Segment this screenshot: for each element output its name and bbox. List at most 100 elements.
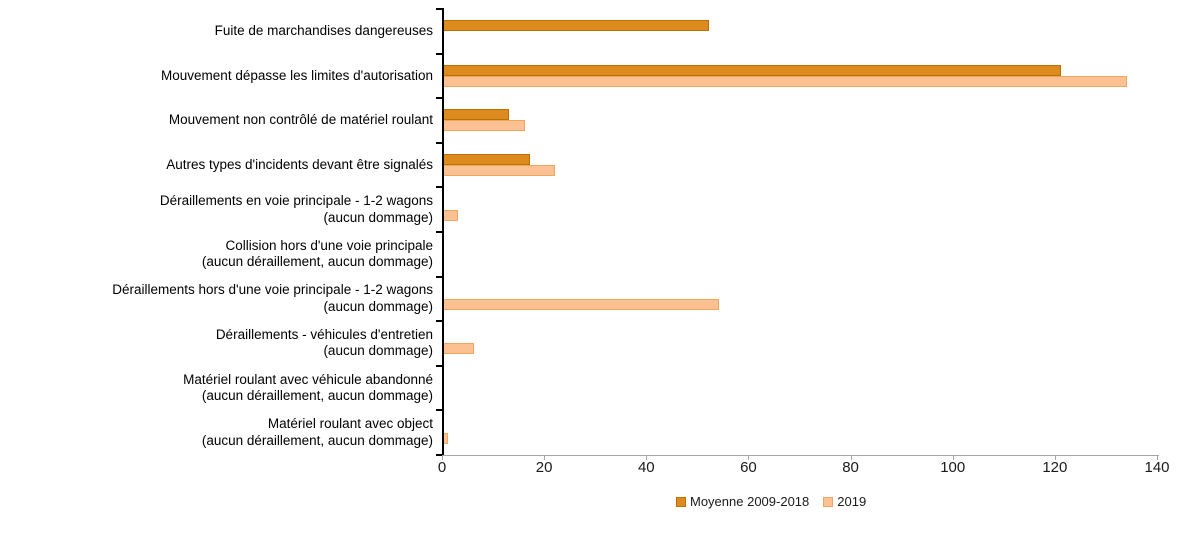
x-axis-tick-label: 60: [740, 459, 757, 476]
category-label: Matériel roulant avec object (aucun dérai…: [0, 410, 443, 455]
category-label: Autres types d'incidents devant être sig…: [0, 143, 443, 188]
x-axis-tick: [1157, 456, 1158, 460]
x-axis-tick-label: 100: [940, 459, 966, 476]
legend: Moyenne 2009-2018 2019: [676, 494, 866, 509]
category-label: Collision hors d'une voie principale (auc…: [0, 232, 443, 277]
x-axis-tick: [646, 456, 648, 460]
bar-slot: [443, 243, 1158, 254]
category-row: Déraillements hors d'une voie principale…: [0, 277, 1158, 322]
legend-label: 2019: [837, 494, 867, 509]
category-label-line: Matériel roulant avec object: [267, 416, 433, 432]
bar-2019: [443, 165, 556, 177]
bar-moyenne-2009-2018: [443, 64, 1061, 76]
bar-slot: [443, 154, 1158, 166]
y-axis-tick: [436, 97, 442, 100]
y-axis-tick: [436, 364, 442, 367]
y-axis-tick: [436, 141, 442, 144]
y-axis-tick: [436, 320, 442, 323]
category-row: Fuite de marchandises dangereuses: [0, 9, 1158, 54]
plot-rows: Fuite de marchandises dangereuses Mouveme…: [0, 9, 1158, 455]
legend-item-moyenne-2009-2018: Moyenne 2009-2018: [676, 494, 809, 509]
category-label-line: Matériel roulant avec véhicule abandonné: [183, 371, 433, 387]
legend-swatch-2019-icon: [823, 496, 834, 507]
y-axis-tick: [436, 409, 442, 412]
y-axis-tick: [436, 52, 442, 55]
bar-slot: [443, 377, 1158, 388]
bar-2019: [443, 120, 525, 132]
category-row: Matériel roulant avec object (aucun dérai…: [0, 410, 1158, 455]
x-axis-line: [442, 455, 1159, 456]
category-label: Déraillements - véhicules d'entretien (au…: [0, 321, 443, 366]
category-label: Matériel roulant avec véhicule abandonné…: [0, 366, 443, 411]
legend-item-2019: 2019: [823, 494, 866, 509]
category-label-line: (aucun dommage): [323, 343, 433, 359]
legend-label: Moyenne 2009-2018: [690, 494, 810, 509]
category-label: Mouvement dépasse les limites d'autorisa…: [0, 54, 443, 99]
x-axis-tick-label: 80: [842, 459, 859, 476]
x-axis-tick: [850, 456, 852, 460]
category-label-line: (aucun déraillement, aucun dommage): [201, 254, 433, 270]
category-label-line: (aucun déraillement, aucun dommage): [201, 388, 433, 404]
category-label-line: Collision hors d'une voie principale: [225, 237, 433, 253]
category-row: Matériel roulant avec véhicule abandonné…: [0, 366, 1158, 411]
x-axis-tick: [544, 456, 546, 460]
category-label-line: Déraillements hors d'une voie principale…: [112, 282, 433, 298]
y-axis-tick: [436, 8, 442, 10]
category-label-line: (aucun dommage): [323, 209, 433, 225]
bar-slot: [443, 165, 1158, 177]
category-bars: [443, 366, 1158, 411]
bar-slot: [443, 388, 1158, 399]
category-row: Mouvement dépasse les limites d'autorisa…: [0, 54, 1158, 99]
bar-slot: [443, 343, 1158, 355]
x-axis-tick-label: 40: [637, 459, 655, 476]
x-axis-tick: [1054, 456, 1056, 460]
bar-2019: [443, 343, 474, 355]
bar-slot: [443, 75, 1158, 87]
category-label: Fuite de marchandises dangereuses: [0, 9, 443, 54]
bar-slot: [443, 254, 1158, 265]
bar-slot: [443, 109, 1158, 121]
bar-slot: [443, 432, 1158, 444]
category-row: Déraillements en voie principale - 1-2 w…: [0, 187, 1158, 232]
category-label-line: (aucun déraillement, aucun dommage): [201, 432, 433, 448]
y-axis-line: [442, 8, 444, 456]
y-axis-tick: [436, 186, 442, 189]
category-row: Autres types d'incidents devant être sig…: [0, 143, 1158, 188]
category-label-line: Déraillements - véhicules d'entretien: [215, 326, 433, 342]
x-axis-tick: [952, 456, 954, 460]
category-label: Déraillements en voie principale - 1-2 w…: [0, 187, 443, 232]
bar-slot: [443, 20, 1158, 32]
bar-slot: [443, 31, 1158, 42]
bar-moyenne-2009-2018: [443, 154, 530, 166]
category-label-line: (aucun dommage): [323, 298, 433, 314]
category-bars: [443, 321, 1158, 366]
x-axis-tick-label: 20: [535, 459, 553, 476]
category-label-line: Fuite de marchandises dangereuses: [214, 23, 433, 39]
bar-slot: [443, 332, 1158, 343]
category-bars: [443, 232, 1158, 277]
bar-2019: [443, 209, 459, 221]
bar-slot: [443, 199, 1158, 210]
category-label-line: Mouvement dépasse les limites d'autorisa…: [161, 67, 433, 83]
bar-moyenne-2009-2018: [443, 20, 709, 32]
category-label-line: Mouvement non contrôlé de matériel roula…: [168, 112, 433, 128]
bar-slot: [443, 298, 1158, 310]
bar-2019: [443, 75, 1128, 87]
category-label: Déraillements hors d'une voie principale…: [0, 277, 443, 322]
legend-swatch-moyenne-icon: [676, 496, 686, 507]
bar-2019: [443, 298, 719, 310]
category-bars: [443, 98, 1158, 143]
bar-slot: [443, 64, 1158, 76]
x-axis-tick-label: 140: [1144, 459, 1170, 476]
category-bars: [443, 410, 1158, 455]
bar-slot: [443, 422, 1158, 433]
category-bars: [443, 187, 1158, 232]
bar-slot: [443, 120, 1158, 132]
bar-slot: [443, 209, 1158, 221]
y-axis-tick: [436, 454, 442, 456]
category-label-line: Autres types d'incidents devant être sig…: [166, 156, 433, 172]
x-axis-tick: [442, 456, 443, 460]
category-bars: [443, 54, 1158, 99]
category-label-line: Déraillements en voie principale - 1-2 w…: [159, 193, 433, 209]
category-row: Mouvement non contrôlé de matériel roula…: [0, 98, 1158, 143]
